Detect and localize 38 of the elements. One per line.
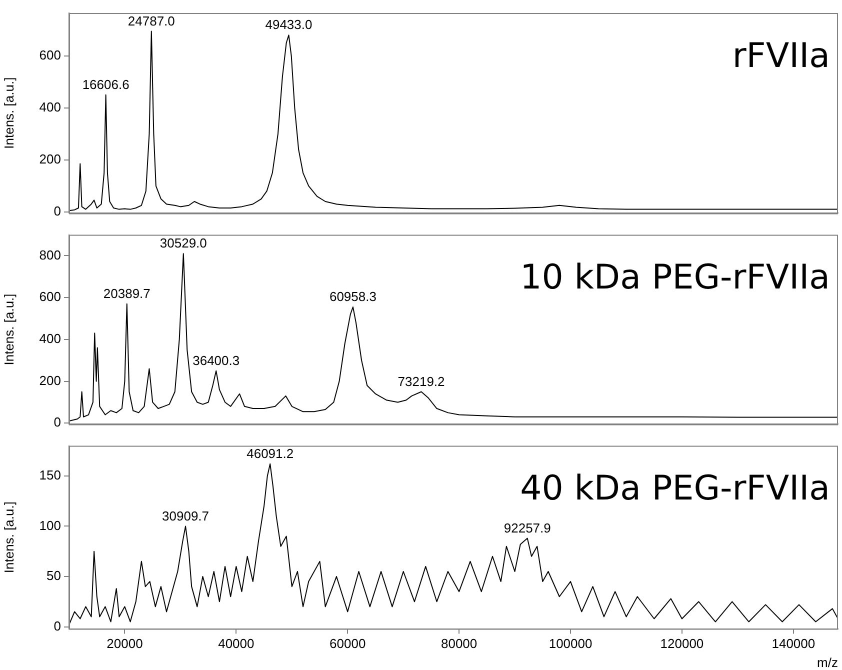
annotation: 30529.0 (160, 236, 207, 251)
y-tick-label: 150 (39, 468, 61, 483)
x-axis-title: m/z (817, 654, 838, 670)
y-axis-title: Intens. [a.u.] (1, 77, 16, 149)
y-tick-label: 0 (54, 618, 61, 634)
annotation: 24787.0 (128, 13, 175, 28)
y-axis-title: Intens. [a.u.] (1, 294, 16, 366)
y-tick-label: 0 (54, 414, 61, 430)
annotation: 92257.9 (504, 520, 551, 536)
annotation: 49433.0 (265, 17, 312, 32)
annotation: 16606.6 (82, 76, 130, 92)
x-tick-label: 60000 (330, 636, 366, 652)
annotation: 60958.3 (329, 289, 376, 304)
y-tick-label: 0 (54, 203, 61, 218)
x-tick-label: 80000 (440, 636, 478, 652)
y-tick-label: 200 (39, 151, 61, 166)
y-tick-label: 100 (39, 518, 61, 533)
y-tick-label: 600 (39, 47, 61, 62)
y-tick-label: 600 (39, 289, 61, 304)
x-tick-label: 20000 (106, 636, 143, 652)
y-tick-label: 400 (39, 331, 61, 346)
x-tick-label: 40000 (218, 636, 254, 652)
x-tick-label: 120000 (660, 636, 704, 652)
y-tick-label: 50 (46, 568, 61, 584)
x-tick-label: 100000 (548, 636, 592, 652)
annotation: 36400.3 (192, 352, 240, 368)
annotation: 46091.2 (246, 446, 294, 461)
annotation: 20389.7 (103, 286, 150, 301)
annotation: 73219.2 (398, 374, 445, 389)
text: rFVIIa (732, 36, 830, 76)
annotation: 30909.7 (162, 508, 210, 524)
text: 40 kDa PEG-rFVIIa (520, 468, 830, 509)
y-axis-title: Intens. [a.u.] (1, 502, 16, 574)
y-tick-label: 400 (39, 99, 61, 114)
x-tick-label: 140000 (772, 636, 816, 652)
y-tick-label: 800 (39, 247, 61, 262)
y-tick-label: 200 (39, 372, 61, 388)
text: 10 kDa PEG-rFVIIa (520, 258, 830, 298)
